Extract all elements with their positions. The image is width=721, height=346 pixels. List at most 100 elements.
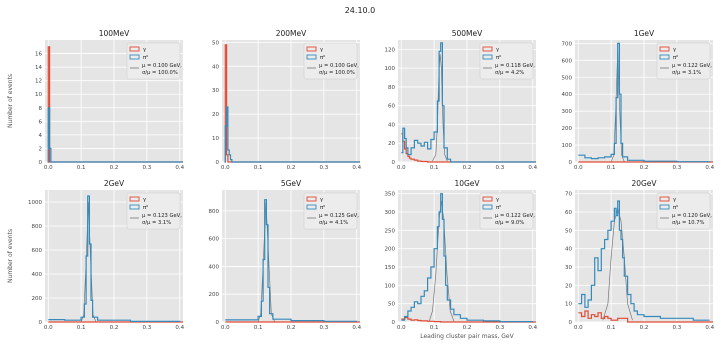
y-tick-label: 50 — [212, 40, 219, 46]
legend-label-gamma: γ — [320, 197, 323, 203]
series-pi0 — [47, 107, 183, 163]
x-tick-label: 0.1 — [430, 165, 439, 171]
x-axis-label: Leading cluster pair mass, GeV — [420, 333, 514, 340]
x-tick-label: 0.2 — [640, 165, 649, 171]
x-tick-label: 0.3 — [495, 165, 504, 171]
legend-box — [303, 192, 358, 230]
legend-fit-mu: μ = 0.118 GeV, — [495, 63, 535, 69]
legend-label-pi0: π⁰ — [496, 55, 501, 61]
y-tick-label: 200 — [385, 247, 396, 253]
y-tick-label: 40 — [212, 64, 219, 70]
legend-box — [656, 42, 711, 80]
legend-label-pi0: π⁰ — [320, 205, 325, 211]
y-tick-label: 30 — [565, 265, 572, 271]
y-tick-label: 2 — [39, 146, 43, 152]
legend-swatch-gamma — [482, 196, 493, 202]
y-tick-label: 4 — [39, 133, 43, 139]
y-tick-label: 0 — [216, 160, 220, 166]
panel-title: 200MeV — [276, 29, 307, 38]
legend-swatch-pi0 — [659, 204, 670, 210]
legend-box — [303, 42, 358, 80]
y-tick-label: 60 — [388, 104, 395, 110]
panel-title: 500MeV — [452, 29, 483, 38]
x-tick-label: 0.4 — [705, 325, 714, 331]
y-tick-label: 30 — [212, 88, 219, 94]
x-tick-label: 0.3 — [142, 165, 151, 171]
series-gamma — [578, 310, 713, 323]
panel-title: 2GeV — [104, 179, 125, 188]
series-gamma — [401, 133, 536, 163]
panel-10GeV: 0.0 0.1 0.2 0.3 0.4 0 50 100 150 200 250 300 350 10Ge… — [385, 179, 538, 340]
legend-label-gamma: γ — [496, 47, 499, 53]
x-tick-label: 0.2 — [110, 165, 119, 171]
x-tick-label: 0.2 — [463, 325, 472, 331]
legend-fit-sigma: σ/μ = 3.1% — [672, 70, 701, 76]
x-tick-label: 0.0 — [574, 165, 583, 171]
legend-swatch-gamma — [482, 46, 493, 52]
series-gamma — [401, 317, 536, 323]
y-tick-label: 6 — [39, 119, 43, 125]
panel-500MeV: 0.0 0.1 0.2 0.3 0.4 0 20 40 60 80 100 120 500MeV γ π⁰ μ… — [385, 29, 538, 171]
y-tick-label: 200 — [562, 126, 573, 132]
fit-curve — [428, 200, 455, 322]
y-tick-label: 400 — [209, 264, 220, 270]
y-tick-label: 60 — [565, 210, 572, 216]
panel-2GeV: 0.0 0.1 0.2 0.3 0.4 0 200 400 600 800 1000 2GeV γ π⁰ μ… — [7, 179, 185, 331]
y-tick-label: 400 — [32, 272, 43, 278]
y-tick-label: 600 — [562, 58, 573, 64]
legend-label-pi0: π⁰ — [496, 205, 501, 211]
y-tick-label: 300 — [562, 109, 573, 115]
x-tick-label: 0.0 — [44, 325, 53, 331]
y-tick-label: 8 — [39, 106, 43, 112]
series-pi0 — [224, 106, 360, 163]
y-tick-label: 100 — [385, 66, 396, 72]
legend-fit-sigma: σ/μ = 10.7% — [672, 220, 705, 226]
legend-swatch-pi0 — [129, 54, 140, 60]
legend-box — [479, 192, 534, 230]
series-pi0 — [401, 193, 534, 323]
legend-fit-mu: μ = 0.122 GeV, — [495, 213, 535, 219]
legend-swatch-pi0 — [659, 54, 670, 60]
legend-label-gamma: γ — [320, 47, 323, 53]
y-tick-label: 10 — [565, 302, 572, 308]
legend-fit-sigma: σ/μ = 4.1% — [319, 220, 348, 226]
x-tick-label: 0.3 — [495, 325, 504, 331]
legend-swatch-gamma — [129, 46, 140, 52]
y-tick-label: 16 — [35, 52, 42, 58]
legend-box — [126, 192, 181, 230]
legend-swatch-pi0 — [129, 204, 140, 210]
panel-100MeV: 0.0 0.1 0.2 0.3 0.4 0 2 4 6 8 10 12 14 16 100MeV γ π⁰ μ =… — [7, 29, 185, 171]
legend-fit-sigma: σ/μ = 4.2% — [495, 70, 524, 76]
x-tick-label: 0.2 — [110, 325, 119, 331]
y-tick-label: 10 — [35, 92, 42, 98]
x-tick-label: 0.3 — [672, 165, 681, 171]
x-tick-label: 0.2 — [287, 165, 296, 171]
series-pi0 — [578, 200, 710, 321]
y-tick-label: 20 — [388, 141, 395, 147]
legend-swatch-gamma — [306, 196, 317, 202]
panel-1GeV: 0.0 0.1 0.2 0.3 0.4 0 100 200 300 400 500 600 700 1Ge… — [562, 29, 715, 171]
x-tick-label: 0.4 — [352, 325, 361, 331]
legend-fit-mu: μ = 0.100 GeV, — [142, 63, 182, 69]
y-tick-label: 400 — [562, 92, 573, 98]
legend-fit-sigma: σ/μ = 3.1% — [142, 220, 171, 226]
x-tick-label: 0.3 — [319, 165, 328, 171]
legend-box — [479, 42, 534, 80]
y-tick-label: 600 — [32, 248, 43, 254]
y-tick-label: 600 — [209, 237, 220, 243]
x-tick-label: 0.2 — [640, 325, 649, 331]
x-tick-label: 0.0 — [44, 165, 53, 171]
x-tick-label: 0.0 — [221, 325, 230, 331]
y-tick-label: 0 — [392, 320, 396, 326]
y-tick-label: 0 — [216, 320, 220, 326]
legend-box — [656, 192, 711, 230]
x-tick-label: 0.3 — [319, 325, 328, 331]
y-tick-label: 1000 — [28, 200, 42, 206]
x-tick-label: 0.4 — [175, 165, 184, 171]
y-tick-label: 10 — [212, 136, 219, 142]
x-tick-label: 0.1 — [77, 165, 86, 171]
y-tick-label: 14 — [35, 65, 42, 71]
y-tick-label: 150 — [385, 265, 396, 271]
legend-fit-sigma: σ/μ = 100.0% — [319, 70, 355, 76]
